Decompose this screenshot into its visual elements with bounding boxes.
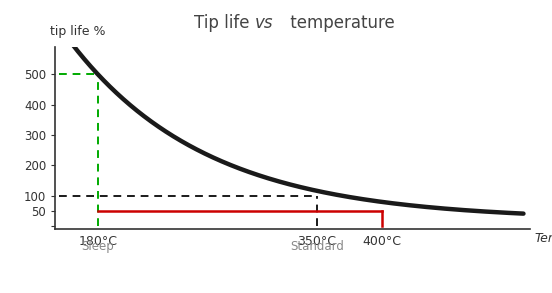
Text: Temp: Temp xyxy=(535,232,552,245)
Text: 350°C: 350°C xyxy=(298,235,337,248)
Text: temperature: temperature xyxy=(285,14,395,32)
Text: Tip life: Tip life xyxy=(194,14,254,32)
Text: Sleep: Sleep xyxy=(81,240,114,253)
Text: 400°C: 400°C xyxy=(362,235,401,248)
Text: vs: vs xyxy=(254,14,273,32)
Text: 180°C: 180°C xyxy=(78,235,117,248)
Text: Standard: Standard xyxy=(290,240,344,253)
Text: tip life %: tip life % xyxy=(50,25,106,38)
